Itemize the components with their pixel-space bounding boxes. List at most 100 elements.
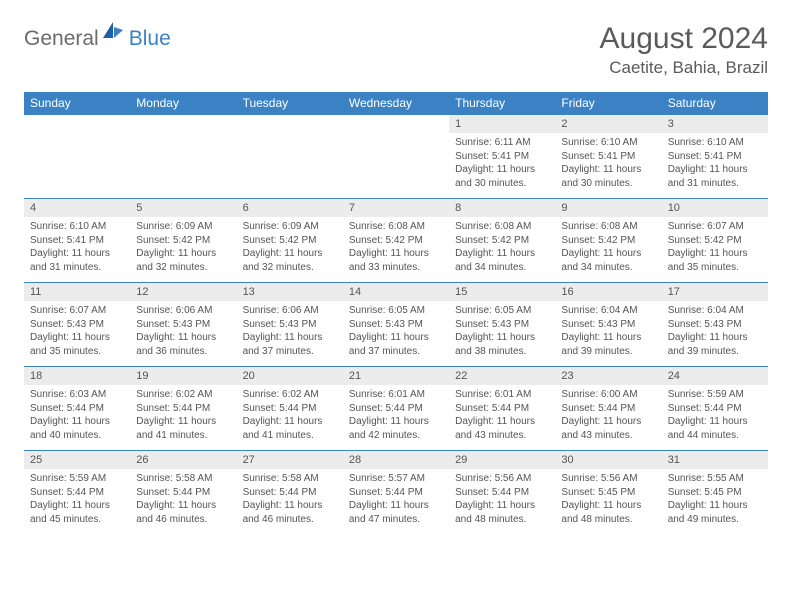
sunrise-line: Sunrise: 6:09 AM	[136, 220, 230, 234]
day-data: Sunrise: 6:07 AMSunset: 5:42 PMDaylight:…	[662, 217, 768, 282]
calendar-cell: 5Sunrise: 6:09 AMSunset: 5:42 PMDaylight…	[130, 199, 236, 283]
sunset-line: Sunset: 5:41 PM	[668, 150, 762, 164]
calendar-cell: 13Sunrise: 6:06 AMSunset: 5:43 PMDayligh…	[237, 283, 343, 367]
day-number: 7	[343, 199, 449, 217]
weekday-header: Saturday	[662, 92, 768, 115]
calendar-cell	[237, 115, 343, 199]
daylight-line: Daylight: 11 hours and 45 minutes.	[30, 499, 124, 526]
daylight-line: Daylight: 11 hours and 49 minutes.	[668, 499, 762, 526]
day-number: 30	[555, 451, 661, 469]
calendar-cell: 31Sunrise: 5:55 AMSunset: 5:45 PMDayligh…	[662, 451, 768, 535]
day-data: Sunrise: 6:02 AMSunset: 5:44 PMDaylight:…	[130, 385, 236, 450]
sunrise-line: Sunrise: 6:00 AM	[561, 388, 655, 402]
day-data: Sunrise: 5:56 AMSunset: 5:45 PMDaylight:…	[555, 469, 661, 534]
day-data: Sunrise: 6:09 AMSunset: 5:42 PMDaylight:…	[237, 217, 343, 282]
calendar-cell: 25Sunrise: 5:59 AMSunset: 5:44 PMDayligh…	[24, 451, 130, 535]
day-data: Sunrise: 6:03 AMSunset: 5:44 PMDaylight:…	[24, 385, 130, 450]
sunrise-line: Sunrise: 6:05 AM	[455, 304, 549, 318]
calendar-week: 4Sunrise: 6:10 AMSunset: 5:41 PMDaylight…	[24, 199, 768, 283]
daylight-line: Daylight: 11 hours and 38 minutes.	[455, 331, 549, 358]
day-data: Sunrise: 6:06 AMSunset: 5:43 PMDaylight:…	[130, 301, 236, 366]
daylight-line: Daylight: 11 hours and 31 minutes.	[668, 163, 762, 190]
daylight-line: Daylight: 11 hours and 30 minutes.	[455, 163, 549, 190]
day-number: 29	[449, 451, 555, 469]
day-number: 5	[130, 199, 236, 217]
calendar-header-row: Sunday Monday Tuesday Wednesday Thursday…	[24, 92, 768, 115]
daylight-line: Daylight: 11 hours and 48 minutes.	[455, 499, 549, 526]
sunset-line: Sunset: 5:42 PM	[136, 234, 230, 248]
daylight-line: Daylight: 11 hours and 32 minutes.	[136, 247, 230, 274]
day-number: 25	[24, 451, 130, 469]
sunset-line: Sunset: 5:42 PM	[349, 234, 443, 248]
day-number: 10	[662, 199, 768, 217]
day-data: Sunrise: 5:58 AMSunset: 5:44 PMDaylight:…	[130, 469, 236, 534]
sunrise-line: Sunrise: 5:56 AM	[561, 472, 655, 486]
calendar-cell: 2Sunrise: 6:10 AMSunset: 5:41 PMDaylight…	[555, 115, 661, 199]
calendar-cell: 27Sunrise: 5:58 AMSunset: 5:44 PMDayligh…	[237, 451, 343, 535]
calendar-cell: 12Sunrise: 6:06 AMSunset: 5:43 PMDayligh…	[130, 283, 236, 367]
day-number: 20	[237, 367, 343, 385]
weekday-header: Sunday	[24, 92, 130, 115]
day-number: 28	[343, 451, 449, 469]
sunset-line: Sunset: 5:43 PM	[243, 318, 337, 332]
day-number-empty	[343, 115, 449, 133]
day-number-empty	[237, 115, 343, 133]
daylight-line: Daylight: 11 hours and 43 minutes.	[561, 415, 655, 442]
sunset-line: Sunset: 5:44 PM	[561, 402, 655, 416]
sunset-line: Sunset: 5:44 PM	[243, 486, 337, 500]
sunset-line: Sunset: 5:41 PM	[561, 150, 655, 164]
sunset-line: Sunset: 5:44 PM	[349, 486, 443, 500]
calendar-cell: 30Sunrise: 5:56 AMSunset: 5:45 PMDayligh…	[555, 451, 661, 535]
calendar-cell: 7Sunrise: 6:08 AMSunset: 5:42 PMDaylight…	[343, 199, 449, 283]
daylight-line: Daylight: 11 hours and 36 minutes.	[136, 331, 230, 358]
calendar-page: General Blue August 2024 Caetite, Bahia,…	[0, 0, 792, 544]
sunrise-line: Sunrise: 5:59 AM	[668, 388, 762, 402]
day-number: 1	[449, 115, 555, 133]
day-data: Sunrise: 6:04 AMSunset: 5:43 PMDaylight:…	[662, 301, 768, 366]
day-data: Sunrise: 5:59 AMSunset: 5:44 PMDaylight:…	[24, 469, 130, 534]
calendar-cell: 26Sunrise: 5:58 AMSunset: 5:44 PMDayligh…	[130, 451, 236, 535]
day-number: 6	[237, 199, 343, 217]
day-data: Sunrise: 6:08 AMSunset: 5:42 PMDaylight:…	[449, 217, 555, 282]
day-data: Sunrise: 5:55 AMSunset: 5:45 PMDaylight:…	[662, 469, 768, 534]
sunset-line: Sunset: 5:43 PM	[455, 318, 549, 332]
sunset-line: Sunset: 5:44 PM	[455, 486, 549, 500]
day-data: Sunrise: 6:00 AMSunset: 5:44 PMDaylight:…	[555, 385, 661, 450]
daylight-line: Daylight: 11 hours and 33 minutes.	[349, 247, 443, 274]
day-number: 19	[130, 367, 236, 385]
header: General Blue August 2024 Caetite, Bahia,…	[24, 22, 768, 78]
day-data: Sunrise: 6:06 AMSunset: 5:43 PMDaylight:…	[237, 301, 343, 366]
day-data: Sunrise: 6:09 AMSunset: 5:42 PMDaylight:…	[130, 217, 236, 282]
sunrise-line: Sunrise: 6:08 AM	[561, 220, 655, 234]
sail-icon	[101, 20, 125, 45]
day-number: 26	[130, 451, 236, 469]
sunset-line: Sunset: 5:41 PM	[30, 234, 124, 248]
daylight-line: Daylight: 11 hours and 35 minutes.	[30, 331, 124, 358]
calendar-cell: 28Sunrise: 5:57 AMSunset: 5:44 PMDayligh…	[343, 451, 449, 535]
sunrise-line: Sunrise: 6:07 AM	[30, 304, 124, 318]
calendar-cell: 18Sunrise: 6:03 AMSunset: 5:44 PMDayligh…	[24, 367, 130, 451]
day-number: 24	[662, 367, 768, 385]
daylight-line: Daylight: 11 hours and 37 minutes.	[243, 331, 337, 358]
sunset-line: Sunset: 5:44 PM	[668, 402, 762, 416]
sunset-line: Sunset: 5:41 PM	[455, 150, 549, 164]
location-subtitle: Caetite, Bahia, Brazil	[600, 58, 768, 78]
daylight-line: Daylight: 11 hours and 32 minutes.	[243, 247, 337, 274]
day-number: 22	[449, 367, 555, 385]
daylight-line: Daylight: 11 hours and 46 minutes.	[136, 499, 230, 526]
calendar-cell: 9Sunrise: 6:08 AMSunset: 5:42 PMDaylight…	[555, 199, 661, 283]
day-data: Sunrise: 6:05 AMSunset: 5:43 PMDaylight:…	[449, 301, 555, 366]
sunset-line: Sunset: 5:44 PM	[30, 486, 124, 500]
sunrise-line: Sunrise: 6:06 AM	[243, 304, 337, 318]
sunrise-line: Sunrise: 6:10 AM	[30, 220, 124, 234]
calendar-table: Sunday Monday Tuesday Wednesday Thursday…	[24, 92, 768, 534]
calendar-cell: 1Sunrise: 6:11 AMSunset: 5:41 PMDaylight…	[449, 115, 555, 199]
day-number: 11	[24, 283, 130, 301]
daylight-line: Daylight: 11 hours and 39 minutes.	[668, 331, 762, 358]
day-data-empty	[24, 133, 130, 189]
day-number-empty	[130, 115, 236, 133]
daylight-line: Daylight: 11 hours and 41 minutes.	[136, 415, 230, 442]
day-data: Sunrise: 6:04 AMSunset: 5:43 PMDaylight:…	[555, 301, 661, 366]
daylight-line: Daylight: 11 hours and 40 minutes.	[30, 415, 124, 442]
daylight-line: Daylight: 11 hours and 44 minutes.	[668, 415, 762, 442]
